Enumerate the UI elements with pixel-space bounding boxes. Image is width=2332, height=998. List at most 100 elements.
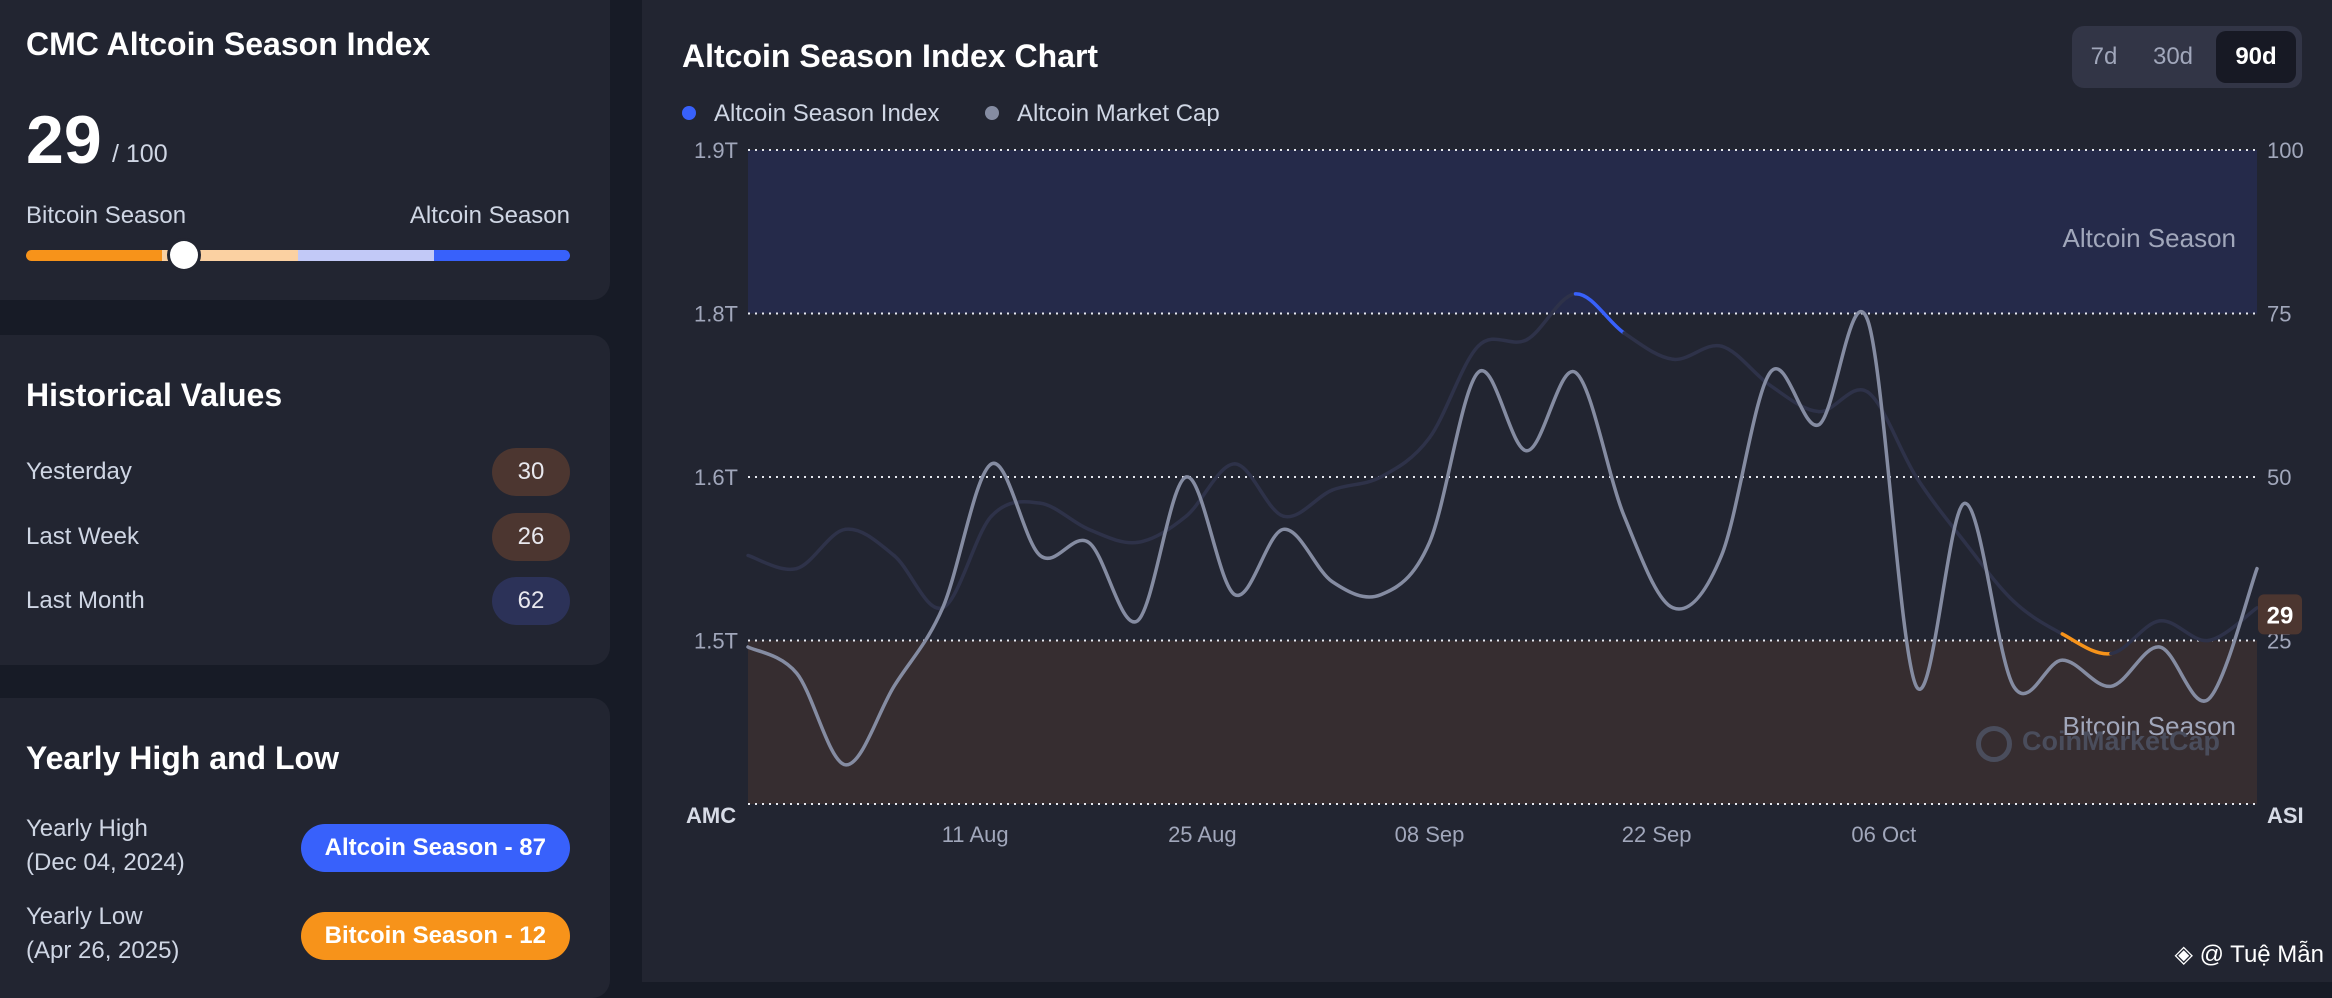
legend-dot-icon	[985, 106, 999, 120]
series-index-line-segment	[892, 553, 945, 611]
x-axis-tick-label: 11 Aug	[942, 822, 1009, 847]
legend-item-market-cap[interactable]: Altcoin Market Cap	[985, 100, 1220, 128]
chart-panel: Altcoin Season Index Chart 7d 30d 90d Al…	[642, 0, 2332, 982]
yearly-high-title: Yearly High	[26, 815, 148, 842]
historical-values-card: Historical Values Yesterday 30 Last Week…	[0, 335, 610, 665]
range-tabs: 7d 30d 90d	[2072, 26, 2302, 88]
x-axis-tick-label: 08 Sep	[1395, 822, 1465, 847]
right-axis-tick-label: 75	[2267, 302, 2291, 327]
bitcoin-season-zone-label: Bitcoin Season	[2063, 711, 2236, 741]
yearly-high-low-card: Yearly High and Low Yearly High (Dec 04,…	[0, 698, 610, 998]
yearly-title: Yearly High and Low	[26, 740, 339, 776]
series-index-line-segment	[1768, 383, 1821, 414]
series-index-line-segment	[1135, 514, 1188, 545]
credit-text: @ Tuệ Mẫn	[2199, 941, 2324, 968]
altcoin-season-label: Altcoin Season	[409, 202, 570, 229]
yearly-high-badge: Altcoin Season - 87	[300, 824, 570, 872]
series-index-line-segment	[1184, 462, 1237, 518]
history-label: Last Week	[26, 523, 139, 550]
bitcoin-season-label: Bitcoin Season	[26, 202, 187, 229]
series-index-line-segment	[1817, 388, 1870, 414]
coinmarketcap-watermark: CoinMarketCap	[1976, 726, 2220, 762]
altcoin-season-zone-label: Altcoin Season	[2063, 223, 2236, 253]
series-index-line-segment	[1622, 331, 1675, 362]
legend-label: Altcoin Market Cap	[1017, 100, 1220, 127]
series-index-line-segment	[2060, 632, 2113, 656]
coinmarketcap-logo-icon	[1976, 726, 2012, 762]
yearly-low-title: Yearly Low	[26, 903, 143, 930]
series-index-line-segment	[1233, 462, 1286, 518]
current-value-label: 29	[2267, 602, 2294, 629]
series-index-line-segment	[1281, 488, 1334, 519]
series-index-line-segment	[2157, 619, 2211, 643]
x-axis-tick-label: 06 Oct	[1851, 822, 1916, 847]
series-index-line-segment	[2206, 606, 2259, 643]
series-index-line-segment	[746, 553, 799, 572]
diamond-icon: ◈	[2174, 941, 2193, 968]
series-index-line-segment	[1330, 475, 1383, 492]
series-index-line-segment	[843, 527, 896, 558]
series-index-line-segment	[1038, 501, 1091, 532]
scale-segment-weak-bitcoin	[162, 250, 298, 261]
scale-segment-weak-altcoin	[298, 250, 434, 261]
tab-7d[interactable]: 7d	[2090, 43, 2118, 70]
tab-90d[interactable]: 90d	[2216, 31, 2296, 83]
series-index-line-segment	[1573, 292, 1626, 335]
series-index-line-segment	[1865, 390, 1919, 479]
series-index-line-segment	[794, 527, 848, 571]
altcoin-season-zone	[748, 150, 2257, 314]
x-axis-tick-label: 22 Sep	[1622, 822, 1692, 847]
series-index-line-segment	[1379, 436, 1432, 479]
history-label: Last Month	[26, 587, 145, 614]
left-axis-tick-label: 1.5T	[694, 629, 738, 654]
right-axis-label: ASI	[2267, 803, 2304, 828]
series-market-cap-line	[746, 309, 2259, 767]
watermark-text: CoinMarketCap	[2022, 726, 2221, 756]
history-badge: 26	[492, 513, 570, 561]
scale-segment-altcoin	[434, 250, 570, 261]
index-card: CMC Altcoin Season Index 29 / 100 Bitcoi…	[0, 0, 610, 300]
history-badge: 62	[492, 577, 570, 625]
legend-dot-icon	[682, 106, 696, 120]
series-index-line-segment	[1427, 344, 1480, 440]
yearly-high-label: Yearly High (Dec 04, 2024)	[26, 812, 185, 880]
series-index-line-segment	[1671, 343, 1724, 362]
history-badge: 30	[492, 448, 570, 496]
series-index-line-segment	[1476, 337, 1529, 348]
current-value-badge	[2258, 594, 2302, 635]
series-index-line-segment	[2109, 619, 2162, 656]
yearly-low-badge: Bitcoin Season - 12	[300, 912, 570, 960]
season-scale-bar	[26, 250, 570, 261]
legend-item-index[interactable]: Altcoin Season Index	[682, 100, 939, 128]
right-axis-tick-label: 50	[2267, 465, 2291, 490]
tab-30d[interactable]: 30d	[2152, 43, 2194, 70]
yearly-low-label: Yearly Low (Apr 26, 2025)	[26, 900, 179, 968]
left-axis-tick-label: 1.9T	[694, 138, 738, 163]
history-row-last-month: Last Month 62	[26, 577, 570, 625]
historical-title: Historical Values	[26, 377, 283, 413]
history-row-last-week: Last Week 26	[26, 513, 570, 561]
legend-label: Altcoin Season Index	[714, 100, 940, 127]
author-credit: ◈ @ Tuệ Mẫn	[2174, 940, 2324, 969]
left-axis-tick-label: 1.8T	[694, 302, 738, 327]
series-index-line-segment	[1525, 292, 1578, 342]
right-axis-tick-label: 100	[2267, 138, 2304, 163]
yearly-low-date: (Apr 26, 2025)	[26, 937, 180, 964]
series-index-line-segment	[2011, 599, 2065, 636]
chart-title: Altcoin Season Index Chart	[682, 38, 1099, 74]
x-axis-tick-label: 25 Aug	[1168, 822, 1237, 847]
yearly-high-date: (Dec 04, 2024)	[26, 849, 185, 876]
history-label: Yesterday	[26, 458, 132, 485]
left-axis-tick-label: 1.6T	[694, 465, 738, 490]
index-title: CMC Altcoin Season Index	[26, 26, 431, 62]
bitcoin-season-zone	[748, 640, 2257, 804]
series-index-line-segment	[1086, 527, 1140, 545]
series-index-line-segment	[1914, 475, 1967, 545]
index-score: 29	[26, 102, 102, 178]
index-max: / 100	[112, 140, 168, 168]
history-row-yesterday: Yesterday 30	[26, 448, 570, 496]
season-scale-knob	[169, 241, 198, 269]
series-index-line-segment	[1719, 344, 1772, 388]
series-index-line-segment	[940, 514, 994, 610]
